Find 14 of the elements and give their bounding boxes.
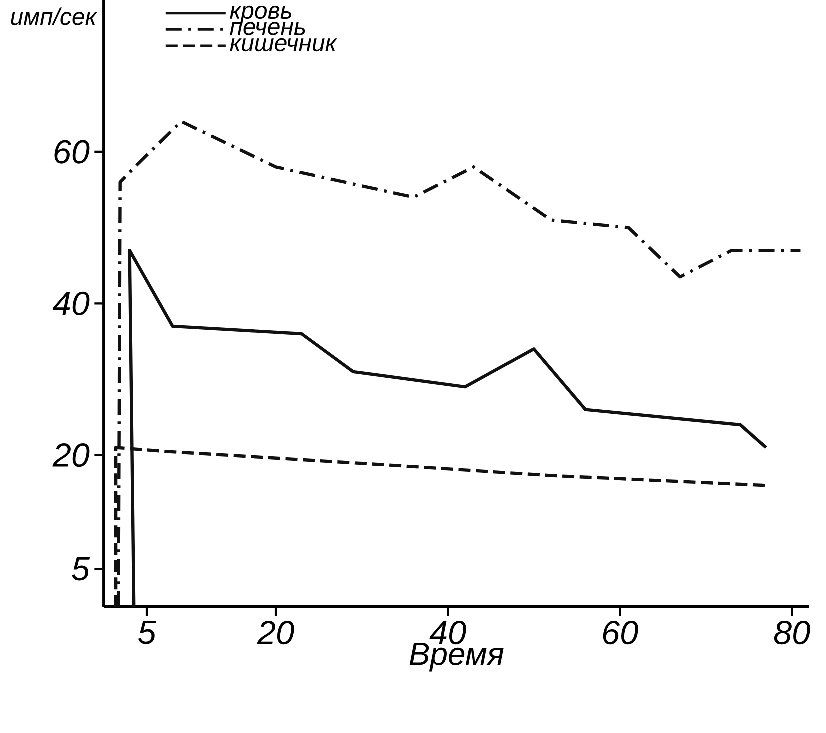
y-axis-title: имп/сек bbox=[11, 8, 98, 26]
legend-label: печень bbox=[230, 22, 306, 36]
x-tick-label: 20 bbox=[257, 621, 294, 645]
x-tick-label: 80 bbox=[774, 621, 810, 645]
x-tick-label: 40 bbox=[430, 621, 466, 645]
y-tick-label: 40 bbox=[53, 292, 90, 316]
legend-label: кишечник bbox=[230, 38, 338, 52]
legend-label: кровь bbox=[230, 6, 292, 24]
x-axis-title: Время bbox=[410, 643, 504, 672]
y-tick-label: 5 bbox=[72, 557, 90, 581]
x-tick-label: 5 bbox=[138, 621, 156, 644]
y-tick-label: 60 bbox=[54, 140, 90, 164]
x-tick-label: 60 bbox=[603, 621, 638, 645]
y-tick-label: 20 bbox=[52, 444, 90, 468]
